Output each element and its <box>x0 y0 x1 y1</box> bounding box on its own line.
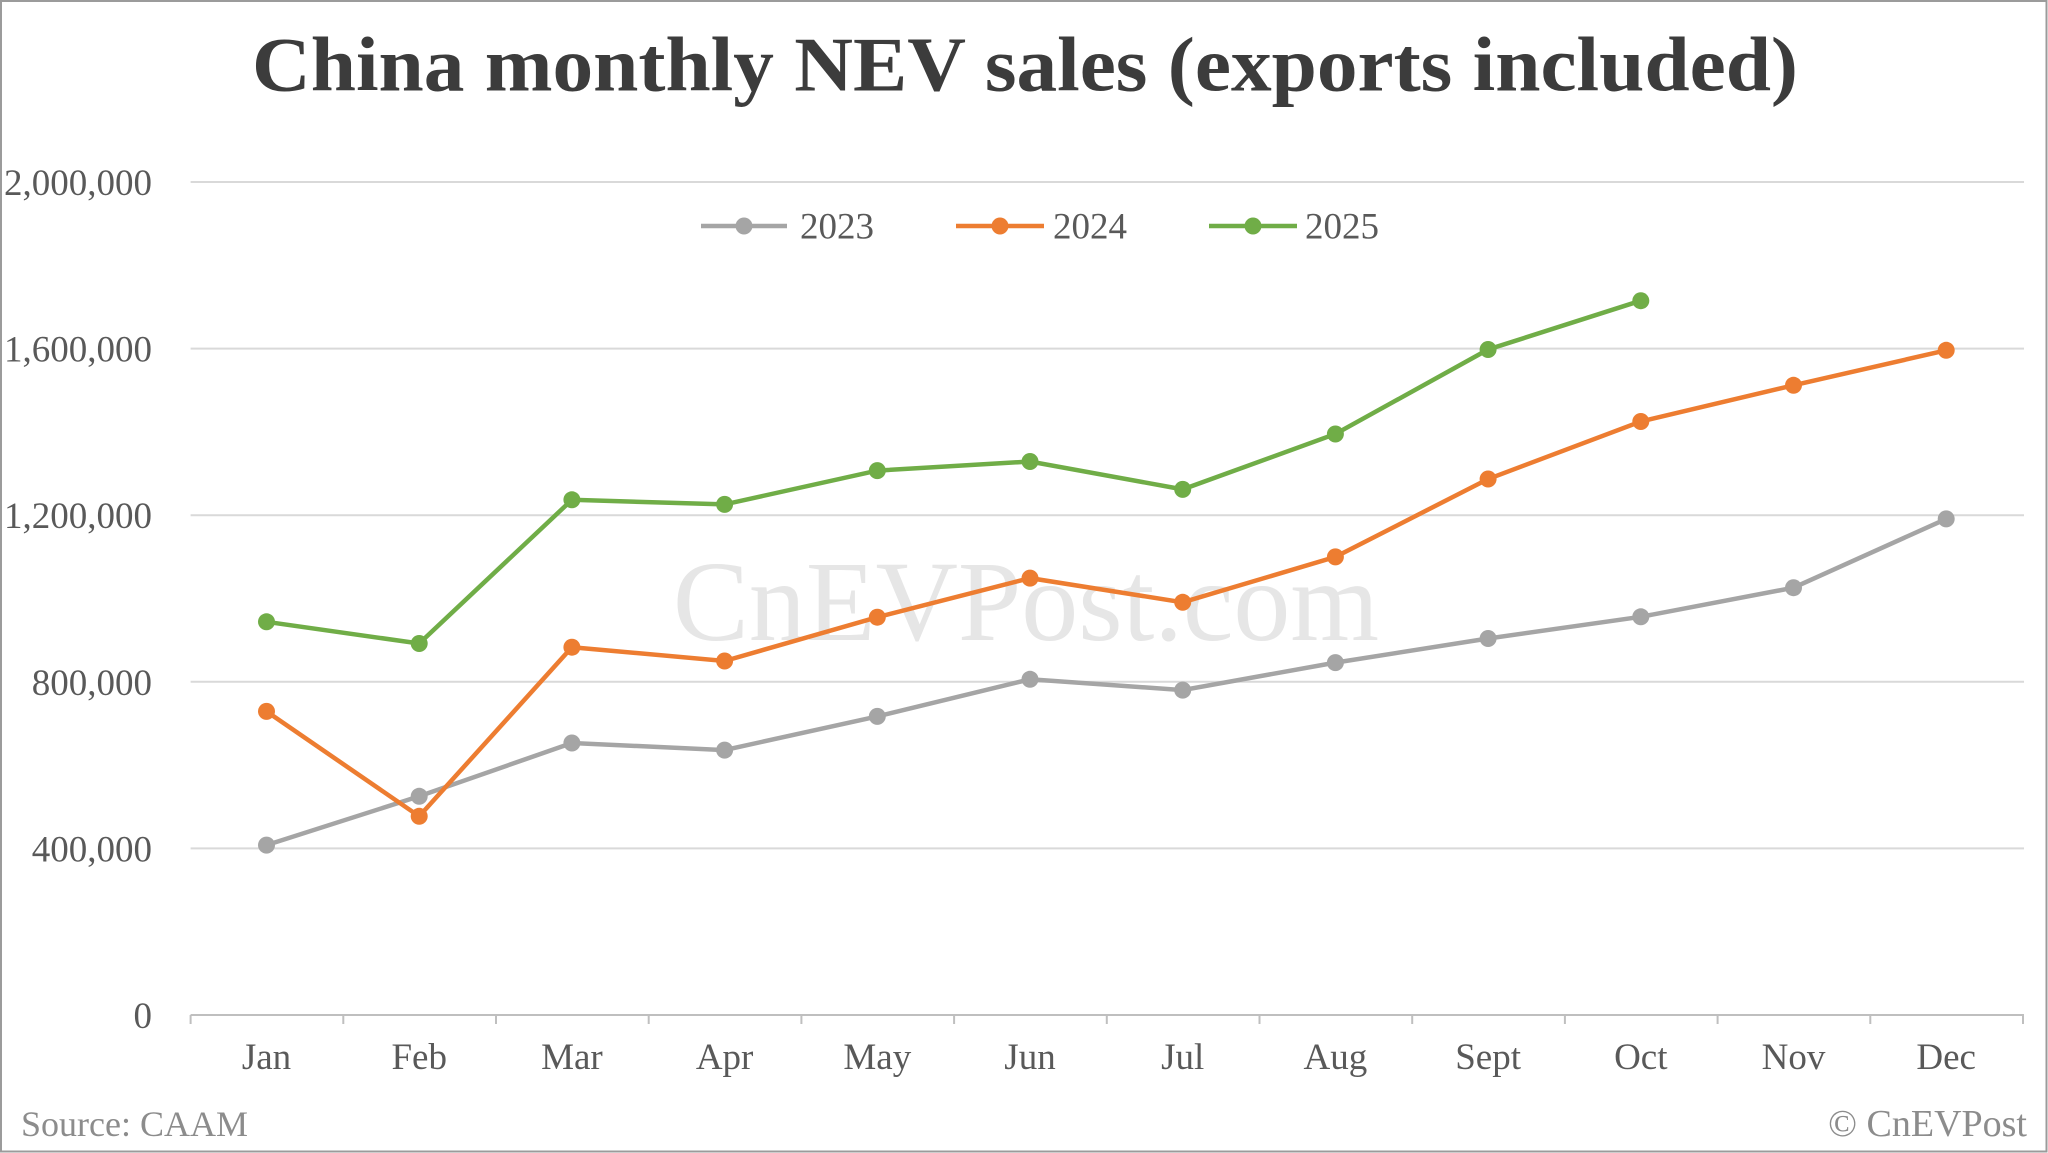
svg-text:Nov: Nov <box>1762 1037 1826 1078</box>
svg-text:Aug: Aug <box>1304 1037 1368 1078</box>
svg-text:Apr: Apr <box>696 1037 754 1078</box>
svg-text:Source: CAAM: Source: CAAM <box>21 1104 248 1144</box>
svg-text:1,600,000: 1,600,000 <box>4 330 152 371</box>
svg-text:© CnEVPost: © CnEVPost <box>1828 1103 2027 1145</box>
svg-text:2025: 2025 <box>1305 207 1379 248</box>
svg-text:1,200,000: 1,200,000 <box>4 496 152 537</box>
svg-text:Jun: Jun <box>1004 1037 1055 1078</box>
svg-text:May: May <box>843 1037 911 1078</box>
svg-text:Jul: Jul <box>1161 1037 1204 1078</box>
svg-text:Dec: Dec <box>1916 1037 1976 1078</box>
svg-text:2024: 2024 <box>1053 207 1127 248</box>
svg-text:0: 0 <box>134 996 153 1037</box>
svg-text:2023: 2023 <box>800 207 874 248</box>
svg-text:Mar: Mar <box>541 1037 603 1078</box>
svg-text:2,000,000: 2,000,000 <box>4 163 152 204</box>
svg-text:Feb: Feb <box>391 1037 447 1078</box>
svg-text:400,000: 400,000 <box>32 829 152 870</box>
svg-text:Sept: Sept <box>1455 1037 1522 1078</box>
svg-text:Oct: Oct <box>1614 1037 1668 1078</box>
svg-text:800,000: 800,000 <box>32 663 152 704</box>
svg-text:Jan: Jan <box>242 1037 291 1078</box>
svg-text:China monthly NEV sales (expor: China monthly NEV sales (exports include… <box>252 22 1798 108</box>
